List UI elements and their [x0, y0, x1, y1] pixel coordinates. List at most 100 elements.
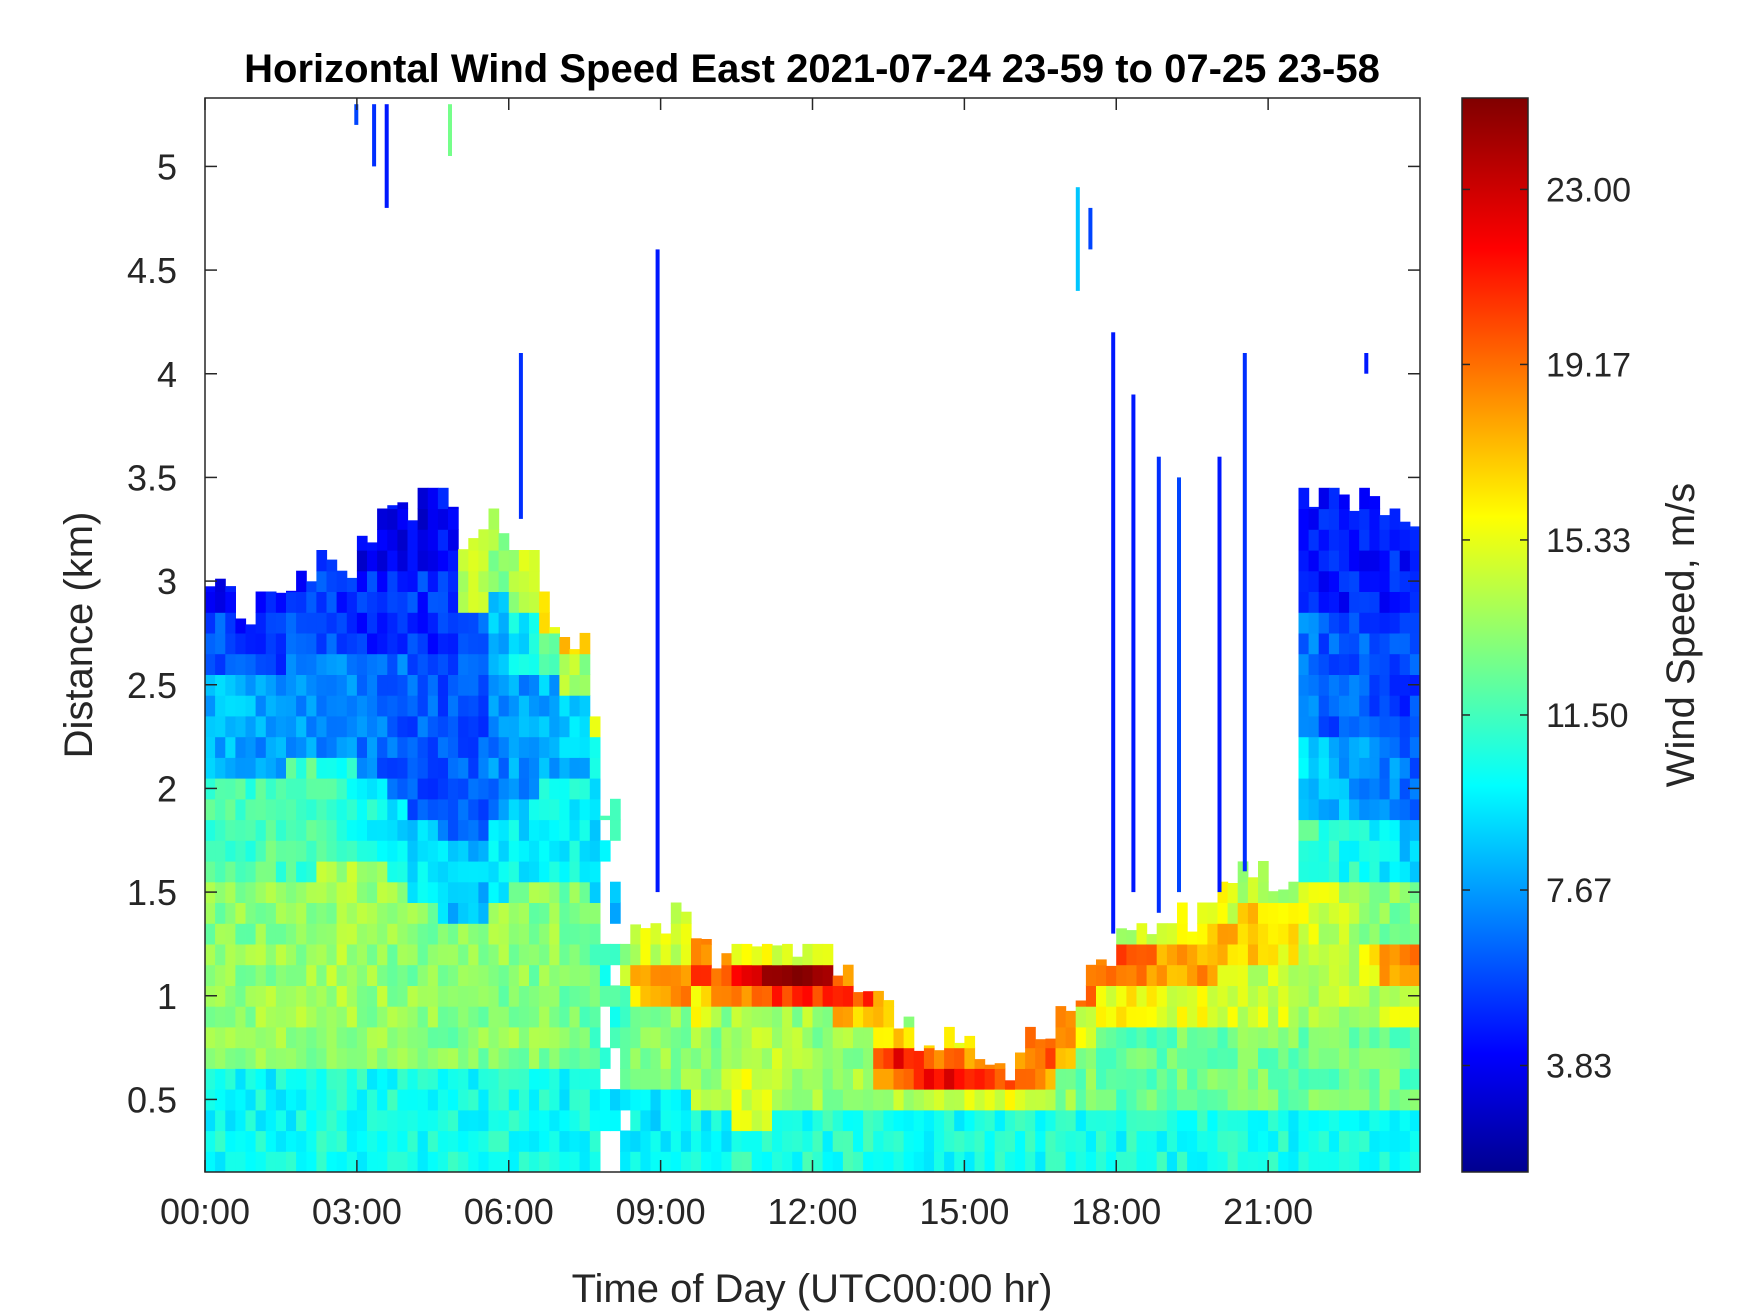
heatmap-cell-741: [448, 736, 459, 758]
heatmap-cell-2214: [1399, 736, 1411, 758]
heatmap-cell-952: [518, 902, 530, 924]
heatmap-cell-1075: [559, 736, 571, 758]
heatmap-cell-1141: [589, 985, 601, 1007]
heatmap-cell-2091: [1359, 591, 1370, 613]
heatmap-cell-1689: [1166, 1151, 1178, 1172]
heatmap-cell-1942: [1318, 964, 1330, 986]
heatmap-cell-898: [498, 757, 510, 779]
heatmap-cell-405: [346, 1068, 358, 1090]
heatmap-cell-17: [205, 798, 216, 821]
heatmap-cell-1279: [701, 943, 712, 966]
heatmap-cell-302: [306, 757, 317, 779]
heatmap-cell-1431: [842, 964, 854, 986]
heatmap-cell-1406: [822, 1047, 834, 1069]
heatmap-cell-1625: [1106, 1026, 1117, 1049]
heatmap-cell-1538: [994, 1089, 1006, 1111]
heatmap-cell-793: [468, 985, 479, 1007]
heatmap-cell-2115: [1369, 778, 1381, 800]
heatmap-cell-292: [306, 964, 317, 986]
heatmap-cell-1133: [589, 1151, 601, 1172]
heatmap-cell-1524: [974, 1130, 986, 1152]
heatmap-cell-636: [417, 861, 429, 883]
heatmap-cell-2043: [1349, 923, 1360, 945]
heatmap-cell-1699: [1166, 943, 1178, 966]
heatmap-cell-1418: [832, 1026, 844, 1049]
heatmap-cell-515: [377, 674, 388, 696]
heatmap-cell-530: [387, 1026, 398, 1049]
heatmap-spike-7: [1075, 187, 1080, 291]
heatmap-cell-534: [387, 943, 398, 966]
heatmap-cell-1861: [1288, 985, 1300, 1007]
heatmap-cell-1793: [1237, 881, 1249, 903]
heatmap-cell-547: [387, 674, 398, 696]
heatmap-cell-2164: [1389, 1109, 1401, 1132]
heatmap-cell-2171: [1389, 964, 1401, 986]
heatmap-cell-323: [316, 923, 328, 945]
heatmap-cell-1831: [1268, 1026, 1279, 1049]
heatmap-cell-2106: [1369, 964, 1381, 986]
heatmap-cell-812: [468, 591, 479, 613]
heatmap-cell-2173: [1389, 923, 1401, 945]
heatmap-cell-1408: [822, 1006, 834, 1028]
heatmap-cell-1050: [549, 695, 560, 717]
heatmap-cell-1198: [640, 1089, 652, 1111]
heatmap-cell-1935: [1318, 1109, 1330, 1132]
heatmap-cell-1952: [1318, 757, 1330, 779]
heatmap-cell-1614: [1096, 1026, 1107, 1049]
heatmap-cell-551: [387, 591, 398, 613]
heatmap-cell-1817: [1258, 1006, 1269, 1028]
y-axis-label: Distance (km): [57, 512, 101, 759]
heatmap-cell-251: [286, 612, 297, 634]
heatmap-cell-799: [468, 861, 479, 883]
heatmap-cell-1919: [1308, 757, 1320, 779]
heatmap-cell-121: [245, 1006, 257, 1028]
heatmap-cell-578: [397, 715, 409, 738]
heatmap-cell-1185: [630, 1109, 641, 1132]
heatmap-cell-353: [326, 923, 338, 945]
heatmap-cell-1236: [670, 1047, 682, 1069]
heatmap-cell-738: [448, 798, 459, 821]
heatmap-cell-606: [407, 819, 419, 841]
heatmap-cell-2288: [1420, 529, 1431, 550]
heatmap-cell-667: [427, 902, 439, 924]
heatmap-cell-611: [407, 715, 419, 738]
heatmap-cell-480: [367, 757, 378, 779]
heatmap-cell-691: [437, 1089, 449, 1111]
heatmap-cell-2041: [1349, 964, 1360, 986]
heatmap-cell-201: [275, 1068, 287, 1090]
heatmap-cell-245: [286, 736, 297, 758]
heatmap-cell-808: [468, 674, 479, 696]
heatmap-cell-1216: [650, 964, 662, 986]
heatmap-cell-324: [316, 902, 328, 924]
heatmap-cell-1234: [670, 1089, 682, 1111]
heatmap-cell-725: [448, 1068, 459, 1090]
heatmap-cell-1663: [1136, 943, 1148, 966]
heatmap-cell-1762: [1217, 943, 1229, 966]
heatmap-cell-428: [346, 591, 358, 613]
heatmap-cell-1511: [954, 1109, 965, 1132]
heatmap-cell-1080: [559, 637, 571, 655]
heatmap-cell-1713: [1177, 902, 1188, 924]
heatmap-cell-1982: [1328, 819, 1340, 841]
heatmap-cell-2003: [1339, 1068, 1350, 1090]
heatmap-cell-1868: [1298, 1130, 1310, 1152]
heatmap-cell-1845: [1278, 1026, 1289, 1049]
heatmap-cell-1922: [1308, 695, 1320, 717]
heatmap-cell-2261: [1420, 1089, 1431, 1110]
heatmap-cell-651: [417, 550, 429, 572]
heatmap-cell-1426: [842, 1068, 854, 1090]
heatmap-cell-77: [225, 757, 236, 779]
heatmap-cell-2019: [1339, 736, 1350, 758]
heatmap-cell-469: [367, 985, 378, 1007]
heatmap-cell-862: [488, 840, 500, 862]
heatmap-cell-1072: [559, 798, 571, 821]
heatmap-cell-1598: [1085, 1151, 1097, 1172]
heatmap-cell-1071: [559, 819, 571, 841]
heatmap-cell-1669: [1146, 1068, 1158, 1090]
heatmap-cell-832: [478, 819, 490, 841]
heatmap-cell-2094: [1359, 529, 1370, 551]
heatmap-cell-1577: [1055, 1068, 1067, 1090]
heatmap-cell-585: [397, 570, 409, 592]
heatmap-cell-1085: [569, 1068, 581, 1090]
heatmap-cell-1206: [640, 928, 652, 945]
